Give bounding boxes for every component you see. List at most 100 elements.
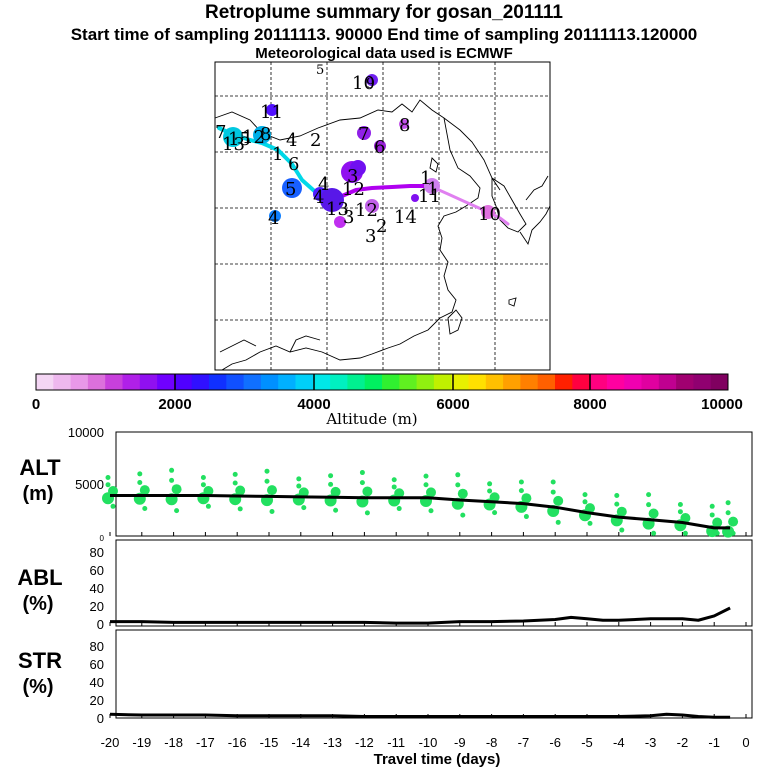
altitude-point	[518, 479, 524, 485]
x-tick-label: -19	[132, 735, 151, 750]
altitude-point	[714, 530, 720, 536]
x-tick-label: -9	[454, 735, 466, 750]
colorbar-tick: 10000	[701, 396, 743, 413]
puff-marker	[223, 127, 243, 147]
colorbar-swatch	[243, 374, 262, 390]
colorbar-swatch	[468, 374, 487, 390]
colorbar-swatch	[209, 374, 227, 390]
altitude-point	[174, 508, 180, 514]
x-tick-label: -16	[228, 735, 247, 750]
puff-marker	[399, 119, 409, 129]
x-tick-label: -12	[355, 735, 374, 750]
altitude-point	[614, 501, 620, 507]
colorbar-tick: 8000	[573, 396, 606, 413]
colorbar-swatch	[70, 374, 89, 390]
map-label: 2	[376, 216, 387, 237]
colorbar-swatch	[520, 374, 539, 390]
altitude-point	[682, 530, 688, 536]
colorbar-swatch	[606, 374, 625, 390]
colorbar-swatch	[451, 374, 469, 390]
altitude-point	[232, 471, 238, 477]
str-ytick: 20	[90, 693, 104, 708]
altitude-point	[550, 479, 556, 485]
altitude-point	[725, 500, 731, 506]
altitude-point	[709, 512, 715, 518]
map-label: 3	[343, 207, 354, 228]
plume-puffs	[223, 74, 495, 228]
altitude-point	[521, 493, 532, 504]
str-ytick: 0	[97, 711, 104, 726]
altitude-point	[651, 530, 657, 536]
altitude-point	[359, 480, 365, 486]
abl-panel-frame	[115, 539, 753, 627]
colorbar-ticks: 0 2000 4000 6000 8000 10000	[32, 396, 743, 413]
altitude-point	[423, 473, 429, 479]
map-label: 10	[352, 73, 375, 94]
colorbar-swatch	[364, 374, 383, 390]
met-data-note: Meteorological data used is ECMWF	[255, 45, 513, 62]
altitude-point	[200, 482, 206, 488]
colorbar-swatch	[105, 374, 123, 390]
map-label: 5	[316, 63, 324, 78]
altitude-point	[200, 475, 206, 480]
altitude-point	[648, 508, 659, 519]
abl-ytick: 0	[97, 617, 104, 632]
map-label: 7	[215, 122, 226, 143]
map-label: 1	[427, 179, 438, 200]
altitude-point	[110, 503, 116, 509]
abl-ytick: 40	[90, 581, 104, 596]
colorbar-swatch	[503, 374, 521, 390]
x-tick-label: -11	[387, 735, 405, 750]
alt-ytick: 5000	[75, 477, 104, 492]
abl-ytick: 80	[90, 545, 104, 560]
altitude-point	[137, 471, 143, 477]
altitude-point	[587, 520, 593, 526]
altitude-point	[235, 485, 246, 496]
str-line	[109, 712, 731, 719]
altitude-point	[709, 503, 715, 509]
map-label: 4	[286, 130, 297, 151]
puff-marker	[266, 104, 278, 116]
colorbar-swatch	[312, 374, 331, 390]
altitude-point	[426, 487, 436, 498]
colorbar-swatch	[330, 374, 348, 390]
altitude-point	[232, 480, 238, 486]
colorbar-swatch	[226, 374, 245, 390]
map-label: 12	[355, 200, 378, 221]
x-tick-label: -6	[549, 735, 561, 750]
x-tick-label: -4	[613, 735, 625, 750]
abl-ytick: 20	[90, 599, 104, 614]
colorbar-tick: 6000	[436, 396, 469, 413]
x-tick-label: -15	[260, 735, 279, 750]
x-tick-label: -2	[677, 735, 689, 750]
puff-marker	[357, 126, 371, 140]
altitude-point	[105, 475, 111, 480]
colorbar-swatch	[122, 374, 141, 390]
altitude-point	[487, 488, 493, 494]
altitude-colorbar	[35, 373, 729, 391]
str-ytick: 80	[90, 639, 104, 654]
colorbar-swatch	[191, 374, 210, 390]
altitude-point	[142, 505, 148, 511]
map-label: 13	[222, 134, 245, 155]
alt-unit: (m)	[22, 483, 53, 505]
altitude-point	[205, 503, 211, 509]
x-tick-label: 0	[742, 735, 749, 750]
altitude-point	[237, 506, 243, 512]
altitude-point	[728, 516, 739, 527]
colorbar-swatch	[382, 374, 400, 390]
puff-marker	[282, 178, 302, 198]
altitude-point	[616, 506, 627, 517]
puff-marker	[253, 126, 271, 144]
altitude-point	[269, 509, 275, 515]
sampling-times: Start time of sampling 20111113. 90000 E…	[70, 25, 698, 44]
abl-title: ABL	[17, 565, 62, 590]
map-label: 9	[366, 76, 375, 92]
altitude-point	[296, 476, 302, 482]
altitude-point	[169, 467, 175, 473]
altitude-point	[333, 507, 339, 513]
x-tick-label: -8	[486, 735, 498, 750]
puff-marker	[365, 199, 379, 213]
altitude-point	[457, 488, 468, 499]
